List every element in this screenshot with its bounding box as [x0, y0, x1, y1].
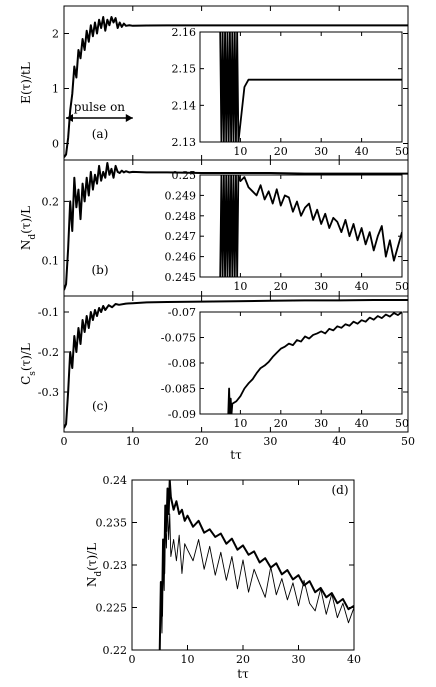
- inset-series-line: [219, 175, 402, 277]
- y-axis-label: E(τ)/tL: [19, 62, 33, 104]
- x-tick-label: 40: [347, 653, 361, 666]
- inset-x-tick-label: 50: [395, 417, 409, 430]
- inset-x-tick-label: 50: [395, 280, 409, 293]
- y-tick-label: 0.2: [42, 195, 60, 208]
- inset-y-tick-label: 0.246: [165, 251, 197, 264]
- y-axis-label: Nd(τ)/L: [19, 206, 38, 250]
- inset-y-tick-label: -0.08: [168, 357, 196, 370]
- inset-y-tick-label: -0.09: [168, 408, 196, 421]
- inset-y-tick-label: 2.14: [172, 99, 197, 112]
- x-axis-label: tτ: [237, 667, 249, 681]
- x-tick-label: 0: [129, 653, 136, 666]
- x-axis-label: tτ: [230, 448, 242, 462]
- inset-x-tick-label: 20: [274, 145, 288, 158]
- inset-y-tick-label: 2.15: [172, 63, 197, 76]
- inset-bg: [200, 312, 402, 414]
- inset-x-tick-label: 10: [233, 280, 247, 293]
- inset-series-line: [227, 312, 402, 414]
- x-tick-label: 20: [195, 435, 209, 448]
- inset-y-tick-label: 2.13: [172, 136, 197, 149]
- pulse-annotation: pulse on: [74, 100, 126, 114]
- inset-y-tick-label: 0.248: [165, 210, 197, 223]
- panel-b: 0.1 0.2 Nd(τ)/L (b) 10 20 30 40 50 0.245 0.246 0.24…: [19, 159, 409, 297]
- y-tick-label: 1: [52, 83, 59, 96]
- panel-label: (b): [91, 263, 108, 277]
- inset-y-tick-label: -0.085: [161, 383, 196, 396]
- panel-a: 0 1 2 E(τ)/tL (a) pulse on 10 20 30 40 50 2.13 2.14 2…: [19, 5, 409, 161]
- y-tick-label: 0.22: [103, 644, 128, 657]
- panel-label: (c): [92, 399, 108, 413]
- y-tick-label: -0.3: [38, 386, 59, 399]
- inset-x-tick-label: 20: [274, 417, 288, 430]
- inset-y-tick-label: 0.245: [165, 271, 197, 284]
- inset-y-tick-label: 2.16: [172, 26, 197, 39]
- series-line: [158, 480, 354, 650]
- inset-x-tick-label: 40: [355, 280, 369, 293]
- axes-frame: [63, 295, 409, 433]
- arrow-head-right: [125, 114, 133, 122]
- panel-label: (d): [331, 483, 348, 497]
- panel-c: 0 10 20 30 40 50 -0.3 -0.2 -0.1 Cs(τ)/L tτ (c) 10 20 3…: [19, 295, 415, 462]
- y-tick-label: 0.1: [42, 255, 60, 268]
- y-tick-label: 0.24: [103, 474, 128, 487]
- y-tick-label: 0: [52, 138, 59, 151]
- inset-x-tick-label: 30: [314, 280, 328, 293]
- x-tick-label: 10: [181, 653, 195, 666]
- y-tick-label: 0.235: [96, 517, 128, 530]
- x-tick-label: 30: [263, 435, 277, 448]
- x-tick-label: 30: [292, 653, 306, 666]
- y-axis-label: Cs(τ)/L: [19, 343, 38, 385]
- series-line: [64, 161, 408, 291]
- inset-frame: [199, 174, 403, 278]
- x-tick-label: 0: [61, 435, 68, 448]
- inset-x-tick-label: 50: [395, 145, 409, 158]
- panel-label: (a): [92, 127, 109, 141]
- panel-d: 0 10 20 30 40 0.22 0.225 0.23 0.235 0.24 Nd(τ)/L tτ…: [85, 474, 361, 681]
- inset-y-tick-label: 0.247: [165, 230, 197, 243]
- x-tick-label: 10: [126, 435, 140, 448]
- inset-x-tick-label: 10: [233, 417, 247, 430]
- x-tick-label: 40: [332, 435, 346, 448]
- y-tick-label: 2: [52, 28, 59, 41]
- inset-x-tick-label: 40: [355, 417, 369, 430]
- series-line: [159, 505, 354, 650]
- inset-x-tick-label: 30: [314, 417, 328, 430]
- inset-frame: [199, 31, 403, 143]
- inset-y-tick-label: -0.075: [161, 332, 196, 345]
- y-tick-label: 0.225: [96, 602, 128, 615]
- inset-x-tick-label: 30: [314, 145, 328, 158]
- y-tick-label: -0.2: [38, 346, 59, 359]
- inset-y-tick-label: 0.249: [165, 189, 197, 202]
- y-tick-label: -0.1: [38, 306, 59, 319]
- y-tick-label: 0.23: [103, 559, 128, 572]
- series-line: [64, 299, 408, 429]
- inset-x-tick-label: 10: [233, 145, 247, 158]
- inset-x-tick-label: 40: [355, 145, 369, 158]
- inset-series-line: [219, 32, 402, 142]
- inset-y-tick-label: -0.07: [168, 306, 196, 319]
- x-tick-label: 20: [236, 653, 250, 666]
- arrow-head-left: [66, 114, 73, 122]
- x-tick-label: 50: [401, 435, 415, 448]
- inset-x-tick-label: 20: [274, 280, 288, 293]
- inset-y-tick-label: 0.25: [172, 169, 197, 182]
- series-line: [64, 16, 408, 158]
- y-axis-label: Nd(τ)/L: [85, 543, 104, 587]
